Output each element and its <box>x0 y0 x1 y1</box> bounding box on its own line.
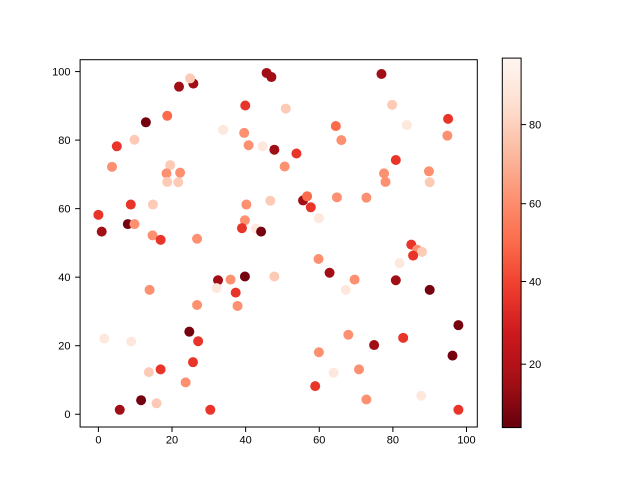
svg-text:40: 40 <box>58 272 70 284</box>
svg-text:40: 40 <box>240 435 252 447</box>
svg-text:80: 80 <box>58 135 70 147</box>
svg-text:0: 0 <box>95 435 101 447</box>
svg-text:100: 100 <box>457 435 475 447</box>
svg-text:80: 80 <box>387 435 399 447</box>
svg-text:0: 0 <box>64 409 70 421</box>
svg-text:60: 60 <box>313 435 325 447</box>
svg-text:20: 20 <box>58 341 70 353</box>
svg-text:40: 40 <box>529 276 541 288</box>
svg-text:20: 20 <box>166 435 178 447</box>
svg-text:60: 60 <box>58 203 70 215</box>
svg-text:20: 20 <box>529 359 541 371</box>
svg-text:60: 60 <box>529 199 541 211</box>
svg-text:100: 100 <box>52 66 70 78</box>
svg-text:80: 80 <box>529 119 541 131</box>
